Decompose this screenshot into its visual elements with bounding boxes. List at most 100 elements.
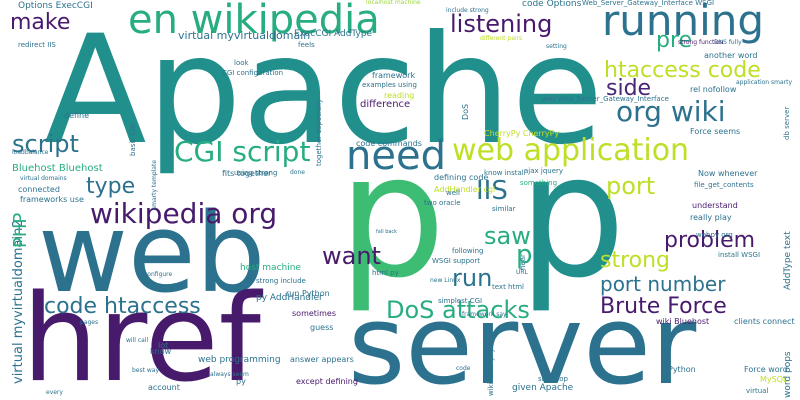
word: run [452,264,493,292]
word: guess [310,323,334,332]
word: install WSGI [718,251,761,259]
word: Force seems [690,127,741,136]
word: strong include [256,277,306,285]
word: type [86,174,136,199]
word: Bluehost Bluehost [12,163,103,174]
word: Python [668,365,696,374]
word: rel nofollow [690,85,737,94]
word: will call [126,337,149,344]
word: Apache [44,4,604,178]
word: fall back [376,229,398,235]
word: best way [132,367,160,374]
word: host machine [240,263,301,273]
word: href [22,270,261,400]
word: hear [519,254,527,270]
word: wiki Web_Server_Gateway_Interface [542,95,669,103]
word: code commands [356,139,422,148]
word: saw [484,222,531,250]
word: IIS [476,176,508,206]
word: word pops [783,351,793,398]
word: similar [492,205,516,213]
word: strong [600,248,671,273]
word: org wiki [616,95,726,128]
word: ajax jquery [524,167,564,175]
word: ExecCGI AddType [294,29,373,39]
word: another word [704,51,758,60]
word: AddType text [783,231,793,290]
word: DoS attacks [386,296,530,324]
word: web programming [198,355,281,365]
word: together especially [315,98,323,166]
word: lot [158,341,169,350]
word: include strong [446,7,489,14]
word: virtual [746,387,769,395]
word: text html [492,283,524,291]
word: p [338,118,446,316]
word: wikipedia org [90,197,278,230]
word: except defining [296,377,358,386]
word: wiki Bluehost [656,317,710,326]
word: answer appears [290,355,354,364]
word: look [234,59,249,67]
word: port number [600,272,726,296]
word: pre [656,28,693,53]
word: know install [484,169,526,177]
word: account [148,383,180,392]
word: smarty template [151,159,158,210]
word: p [518,118,626,316]
word: code Options [522,0,582,9]
word: problem [664,228,756,253]
word: sometimes [292,309,337,318]
word: WSGI support [432,257,480,265]
word: framework say [462,311,507,318]
word: web application [452,133,690,168]
word: db server [783,106,791,140]
word: virtual domains [20,175,67,182]
word: given Apache [512,383,574,393]
word: URL [516,269,528,276]
word: side [606,76,652,101]
word: htaccess code [604,58,761,83]
word: CGI configuration [222,69,284,77]
word: code [456,365,471,372]
word: connected [18,185,60,194]
word: script [12,130,79,158]
word: html py [372,269,399,277]
word: configure [144,271,173,278]
word: webpy org [696,231,733,239]
word: examples using [362,81,417,89]
word: redirect IIS [18,41,56,49]
word: defining code [434,173,489,182]
word: run Python [286,289,330,298]
word: fits together [222,169,272,178]
word: always seem [210,371,249,378]
word: p [516,240,533,270]
word: want [322,242,381,270]
word: DoS [461,103,470,120]
word: server [348,281,697,400]
word: DNS fully [714,39,742,46]
word: Web_Server_Gateway_Interface WSGI [582,0,715,7]
word: really play [690,213,732,222]
word: framework [372,71,416,80]
word: site stop [538,375,568,383]
word: localhost machine [366,0,421,6]
word: strong function [678,39,724,46]
word: en wikipedia [128,0,380,43]
word: need [346,133,446,179]
word: listening [450,10,553,38]
word: Now whenever [698,169,758,178]
word: code htaccess [44,294,201,319]
word: py AddHandler [256,293,323,303]
word: running [602,0,765,45]
word: something [520,179,558,187]
word: new Linux [430,277,461,284]
word: file_get_contents [694,181,754,189]
word: Brute Force [600,294,727,319]
word: Options ExecCGI [18,1,93,11]
word: MySQL [760,375,788,384]
word: application smarty [736,79,793,86]
word: following [452,247,484,255]
word: web [38,189,266,317]
